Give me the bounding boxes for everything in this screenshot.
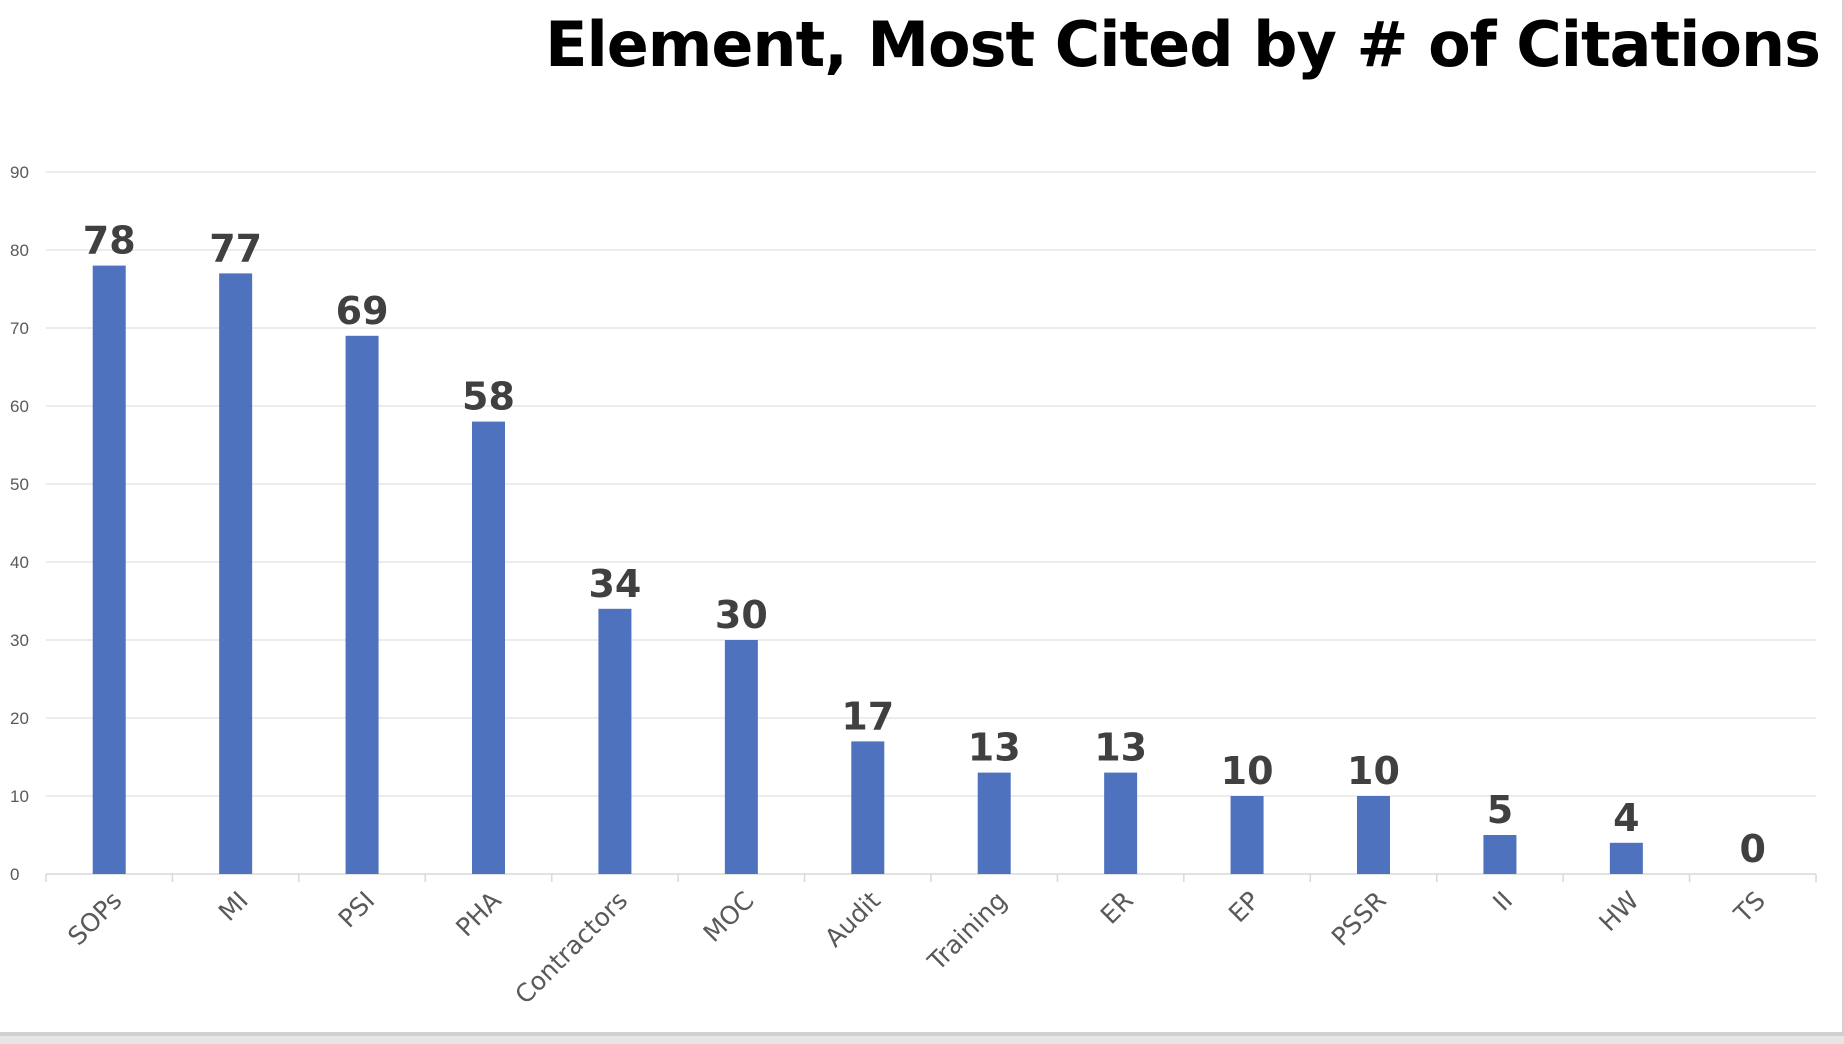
y-tick-label: 30 [10,631,29,650]
bar-ep [1230,796,1264,874]
x-tick-label: PHA [450,886,507,943]
data-label: 0 [1740,827,1766,871]
y-tick-label: 70 [10,319,29,338]
bar-moc [724,640,758,874]
x-tick-label: Training [921,886,1012,977]
data-label: 78 [83,219,136,263]
x-tick-label: MI [213,886,254,927]
bar-training [977,772,1011,874]
y-tick-label: 10 [10,787,29,806]
bars [92,265,1643,875]
bar-contractors [598,608,632,874]
y-tick-label: 60 [10,397,29,416]
y-tick-label: 50 [10,475,29,494]
data-label: 77 [209,226,262,270]
x-tick-label: Audit [819,886,886,953]
data-label: 30 [715,593,768,637]
x-tick-label: PSI [333,886,381,934]
bar-pssr [1357,796,1390,874]
x-tick-label: II [1487,886,1518,917]
data-label: 13 [968,726,1021,770]
data-label: 10 [1347,749,1400,793]
x-tick-label: EP [1223,886,1265,928]
chart-title: Element, Most Cited by # of Citations [545,8,1821,81]
bar-pha [472,421,505,874]
y-tick-label: 0 [10,865,19,884]
data-label: 58 [462,375,515,419]
x-tick-label: PSSR [1326,886,1392,952]
data-label: 34 [588,562,641,606]
x-tick-label: Contractors [509,886,633,1010]
y-tick-label: 90 [10,163,29,182]
x-tick-label: TS [1728,886,1771,929]
x-tick-label: HW [1593,886,1644,937]
data-label: 5 [1487,788,1513,832]
y-tick-label: 80 [10,241,29,260]
data-label: 4 [1613,796,1639,840]
bar-mi [219,273,253,874]
data-label: 69 [336,289,389,333]
y-tick-label: 40 [10,553,29,572]
data-label: 10 [1221,749,1274,793]
y-tick-label: 20 [10,709,29,728]
data-label: 13 [1094,726,1147,770]
bar-sops [92,265,126,875]
data-label: 17 [841,694,894,738]
bar-ii [1483,835,1517,874]
x-tick-label: ER [1095,886,1139,930]
bar-hw [1609,842,1643,874]
gridlines [46,171,1816,797]
x-tick-label: MOC [698,886,760,948]
labels: 78 SOPs 77 MI 69 PSI 58 PHA 34 Contractors 30 MOC 17… [62,219,1771,1010]
bar-psi [345,335,379,874]
bar-er [1104,772,1138,874]
bar-audit [851,741,885,874]
x-tick-label: SOPs [62,886,127,951]
